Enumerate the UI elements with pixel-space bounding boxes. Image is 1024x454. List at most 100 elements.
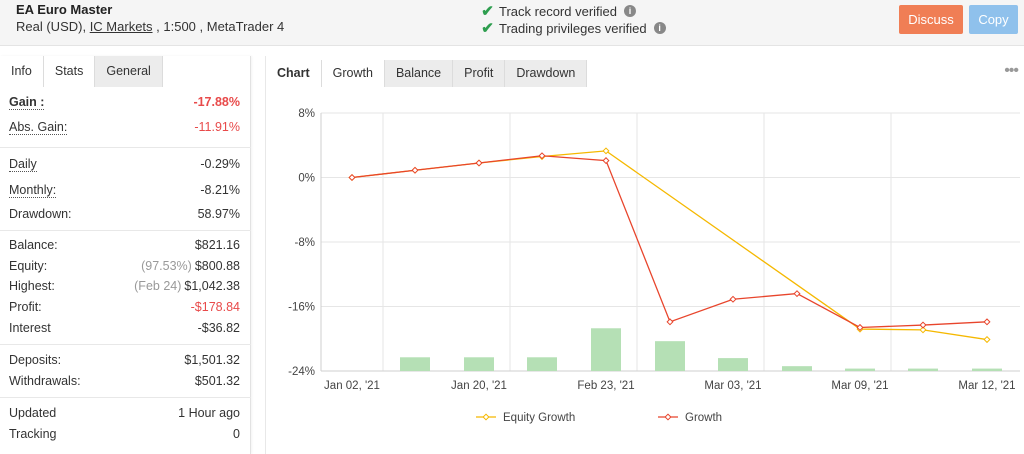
check-icon: ✔ bbox=[481, 20, 494, 37]
balance-value: $821.16 bbox=[194, 238, 240, 252]
track-record-verified: ✔ Track record verified i bbox=[481, 2, 636, 20]
account-info: Real (USD), IC Markets , 1:500 , MetaTra… bbox=[16, 19, 284, 34]
balance-label: Balance: bbox=[9, 238, 58, 252]
volume-bar bbox=[972, 368, 1002, 371]
tab-growth[interactable]: Growth bbox=[321, 60, 385, 87]
data-point bbox=[983, 336, 991, 344]
growth-chart: 8% 0% -8% -16% -24% Jan 02, '21 Jan 20, '21 Feb… bbox=[288, 108, 1020, 424]
trading-privileges-label: Trading privileges verified bbox=[499, 20, 647, 36]
y-tick-label: -16% bbox=[288, 302, 315, 314]
data-point bbox=[983, 318, 991, 326]
interest-label: Interest bbox=[9, 321, 51, 335]
drawdown-label: Drawdown: bbox=[9, 207, 72, 221]
stat-monthly: Monthly: -8.21% bbox=[0, 180, 251, 200]
highest-value: $1,042.38 bbox=[184, 279, 240, 293]
stat-interest: Interest -$36.82 bbox=[0, 318, 251, 338]
x-tick-label: Mar 12, '21 bbox=[958, 380, 1015, 392]
stat-profit: Profit: -$178.84 bbox=[0, 297, 251, 317]
drawdown-value: 58.97% bbox=[197, 207, 240, 221]
discuss-button[interactable]: Discuss bbox=[899, 5, 963, 34]
x-tick-label: Jan 02, '21 bbox=[324, 380, 380, 392]
tab-general[interactable]: General bbox=[95, 56, 163, 87]
volume-bar bbox=[908, 368, 938, 371]
y-tick-label: 8% bbox=[298, 108, 315, 120]
data-point bbox=[475, 159, 483, 167]
y-tick-label: 0% bbox=[298, 173, 315, 185]
tracking-value: 0 bbox=[233, 427, 240, 441]
chart-tabs: Chart Growth Balance Profit Drawdown bbox=[266, 60, 588, 87]
stat-highest: Highest: (Feb 24) $1,042.38 bbox=[0, 276, 251, 296]
data-point bbox=[348, 173, 356, 182]
gain-value: -17.88% bbox=[193, 95, 240, 109]
monthly-label[interactable]: Monthly: bbox=[9, 183, 57, 198]
withdrawals-value: $501.32 bbox=[194, 374, 240, 388]
legend-label: Growth bbox=[685, 412, 722, 424]
y-tick-label: -8% bbox=[295, 237, 315, 249]
data-point bbox=[666, 318, 674, 326]
daily-label[interactable]: Daily bbox=[9, 157, 37, 172]
volume-bar bbox=[591, 328, 621, 371]
divider bbox=[0, 397, 251, 398]
daily-value: -0.29% bbox=[200, 157, 240, 171]
stat-deposits: Deposits: $1,501.32 bbox=[0, 350, 251, 370]
monthly-value: -8.21% bbox=[200, 183, 240, 197]
stat-updated: Updated 1 Hour ago bbox=[0, 403, 251, 423]
divider bbox=[0, 344, 251, 345]
equity-label: Equity: bbox=[9, 259, 48, 273]
volume-bar bbox=[400, 357, 430, 371]
stat-abs-gain: Abs. Gain: -11.91% bbox=[0, 117, 251, 137]
stat-gain: Gain : -17.88% bbox=[0, 92, 251, 112]
tab-info[interactable]: Info bbox=[0, 56, 44, 87]
data-point bbox=[538, 152, 546, 160]
profit-label: Profit: bbox=[9, 300, 42, 314]
volume-bar bbox=[845, 368, 875, 371]
highest-value-group: (Feb 24) $1,042.38 bbox=[134, 279, 240, 293]
tab-drawdown[interactable]: Drawdown bbox=[505, 60, 588, 87]
tab-stats[interactable]: Stats bbox=[43, 56, 96, 87]
stats-tabs: Info Stats General bbox=[0, 56, 163, 87]
y-tick-label: -24% bbox=[288, 366, 315, 378]
abs-gain-value: -11.91% bbox=[194, 120, 240, 134]
x-tick-label: Jan 20, '21 bbox=[451, 380, 507, 392]
equity-value-group: (97.53%) $800.88 bbox=[141, 259, 240, 273]
tab-profit[interactable]: Profit bbox=[453, 60, 506, 87]
more-options-icon[interactable]: ••• bbox=[1004, 62, 1019, 79]
x-tick-label: Feb 23, '21 bbox=[577, 380, 634, 392]
track-record-label: Track record verified bbox=[499, 3, 617, 19]
deposits-label: Deposits: bbox=[9, 353, 62, 367]
broker-link[interactable]: IC Markets bbox=[89, 19, 153, 34]
chart-panel: Chart Growth Balance Profit Drawdown •••… bbox=[265, 56, 1024, 454]
x-tick-label: Mar 09, '21 bbox=[831, 380, 888, 392]
legend-marker bbox=[664, 413, 672, 421]
data-point bbox=[602, 157, 610, 165]
stat-tracking: Tracking 0 bbox=[0, 424, 251, 444]
interest-value: -$36.82 bbox=[197, 321, 240, 335]
copy-button[interactable]: Copy bbox=[969, 5, 1018, 34]
check-icon: ✔ bbox=[481, 3, 494, 20]
tracking-label: Tracking bbox=[9, 427, 57, 441]
account-leverage-platform: , 1:500 , MetaTrader 4 bbox=[152, 19, 285, 34]
stats-panel: Info Stats General Gain : -17.88% Abs. G… bbox=[0, 56, 251, 454]
volume-bar bbox=[782, 366, 812, 371]
tab-balance[interactable]: Balance bbox=[384, 60, 454, 87]
x-tick-label: Mar 03, '21 bbox=[704, 380, 761, 392]
legend-marker bbox=[482, 413, 490, 421]
stat-drawdown: Drawdown: 58.97% bbox=[0, 204, 251, 224]
abs-gain-label[interactable]: Abs. Gain: bbox=[9, 120, 68, 135]
data-point bbox=[602, 147, 610, 155]
data-point bbox=[729, 295, 737, 303]
volume-bar bbox=[464, 357, 494, 371]
data-point bbox=[919, 326, 927, 334]
info-icon[interactable]: i bbox=[653, 22, 666, 34]
account-type: Real (USD), bbox=[16, 19, 90, 34]
gain-label[interactable]: Gain : bbox=[9, 95, 45, 110]
highest-date: (Feb 24) bbox=[134, 279, 182, 293]
updated-label: Updated bbox=[9, 406, 57, 420]
series-line-equity-growth bbox=[351, 150, 988, 341]
volume-bar bbox=[655, 341, 685, 371]
equity-percent: (97.53%) bbox=[141, 259, 192, 273]
volume-bar bbox=[527, 357, 557, 371]
info-icon[interactable]: i bbox=[624, 5, 636, 17]
stat-withdrawals: Withdrawals: $501.32 bbox=[0, 371, 251, 391]
data-point bbox=[411, 166, 419, 174]
